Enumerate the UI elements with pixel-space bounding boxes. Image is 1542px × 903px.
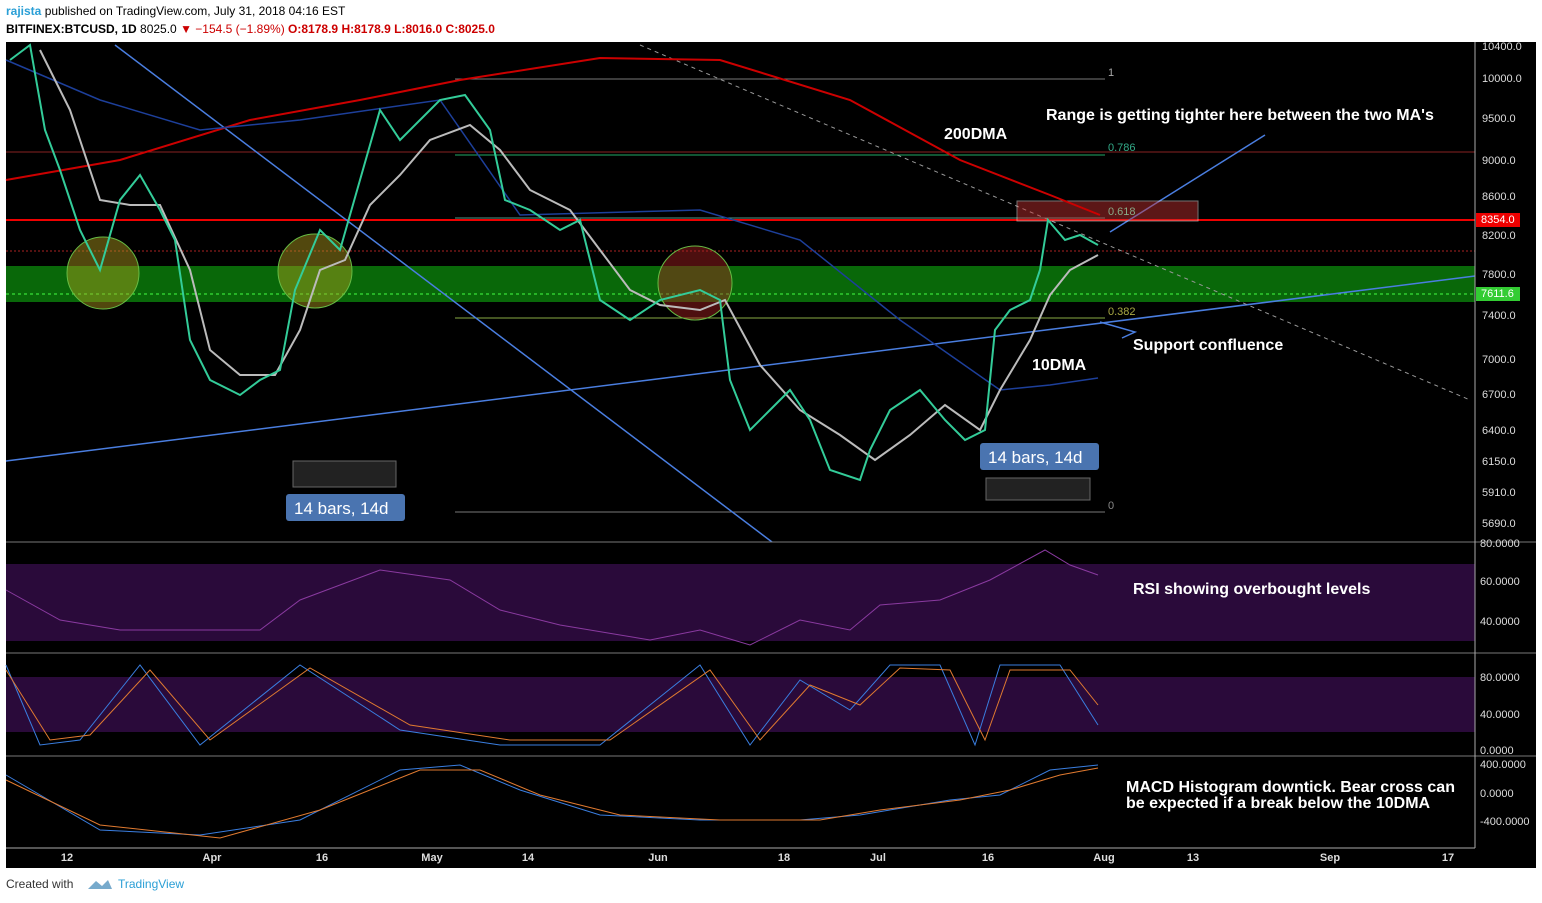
stoch-d <box>5 667 1099 742</box>
price-label: 6400.0 <box>1482 425 1516 437</box>
signal-line <box>5 767 1099 839</box>
fib-label: 0 <box>1108 500 1114 512</box>
rsi-label: 60.0000 <box>1480 576 1520 588</box>
time-label: 12 <box>61 852 73 864</box>
time-label: Aug <box>1093 852 1114 864</box>
price-label: 9000.0 <box>1482 155 1516 167</box>
ma50 <box>5 59 1099 391</box>
range-box <box>1016 200 1199 222</box>
price-label: 7800.0 <box>1482 269 1516 281</box>
macd-label: -400.0000 <box>1480 816 1530 828</box>
time-label: Jul <box>870 852 886 864</box>
price-label: 7000.0 <box>1482 354 1516 366</box>
fib-label: 0.786 <box>1108 142 1136 154</box>
arrow <box>1099 321 1138 339</box>
footer-brand[interactable]: TradingView <box>118 877 184 891</box>
price-label: 10000.0 <box>1482 73 1522 85</box>
symbol: BITFINEX:BTCUSD, 1D <box>6 22 137 36</box>
ma200 <box>5 56 1101 216</box>
price-label: 6700.0 <box>1482 389 1516 401</box>
annotation: 10DMA <box>1032 357 1087 374</box>
badge-bg <box>1476 213 1520 227</box>
ma10 <box>39 49 1099 462</box>
open: O:8178.9 <box>288 22 339 36</box>
stoch-label: 80.0000 <box>1480 672 1520 684</box>
stoch-label: 40.0000 <box>1480 709 1520 721</box>
rsi-label: 40.0000 <box>1480 616 1520 628</box>
annotation: MACD Histogram downtick. Bear cross can … <box>1126 779 1455 812</box>
badge-bg <box>1476 287 1520 301</box>
price-path <box>9 43 1099 482</box>
footer-created: Created with <box>6 877 73 891</box>
trendline <box>5 275 1476 462</box>
price-label: 7400.0 <box>1482 310 1516 322</box>
stoch-k <box>5 664 1099 747</box>
annotation: Range is getting tighter here between th… <box>1046 107 1434 124</box>
trendline <box>639 44 1471 401</box>
rsi-label: 80.0000 <box>1480 538 1520 550</box>
published: published on TradingView.com, July 31, 2… <box>44 4 346 18</box>
time-label: Apr <box>203 852 223 864</box>
macd-label: 400.0000 <box>1480 759 1526 771</box>
header-line2: BITFINEX:BTCUSD, 1D 8025.0 ▼ −154.5 (−1.… <box>6 22 495 36</box>
time-label: May <box>421 852 443 864</box>
price-label: 6150.0 <box>1482 456 1516 468</box>
label-box <box>286 494 405 521</box>
time-label: 13 <box>1187 852 1199 864</box>
time-label: 16 <box>316 852 328 864</box>
chart-bg <box>6 42 1536 868</box>
price-badge: 7611.6 <box>1481 288 1514 300</box>
price-label: 5690.0 <box>1482 518 1516 530</box>
price-label: 5910.0 <box>1482 487 1516 499</box>
arrow <box>1109 134 1266 233</box>
support-zone <box>6 266 1475 302</box>
macd-label: 0.0000 <box>1480 788 1514 800</box>
bars-label: 14 bars, 14d <box>988 448 1083 467</box>
price-label: 8600.0 <box>1482 191 1516 203</box>
fib-label: 1 <box>1108 67 1114 79</box>
author: rajista <box>6 4 42 18</box>
stoch-label: 0.0000 <box>1480 745 1514 757</box>
brand-icon <box>88 880 112 889</box>
time-label: Jun <box>648 852 668 864</box>
time-label: 14 <box>522 852 535 864</box>
time-label: 17 <box>1442 852 1454 864</box>
price-label: 8200.0 <box>1482 230 1516 242</box>
price-label: 9500.0 <box>1482 113 1516 125</box>
macd-line <box>5 764 1099 836</box>
time-label: 18 <box>778 852 790 864</box>
change-arrow: ▼ <box>180 22 192 36</box>
rsi-line <box>5 549 1099 646</box>
range-measure <box>985 477 1091 501</box>
annotation: 200DMA <box>944 126 1008 143</box>
bars-label: 14 bars, 14d <box>294 499 389 518</box>
range-measure <box>292 460 397 488</box>
high: H:8178.9 <box>341 22 391 36</box>
annotation: RSI showing overbought levels <box>1133 581 1371 598</box>
time-label: Sep <box>1320 852 1340 864</box>
footer-bg <box>0 868 1542 903</box>
close: C:8025.0 <box>445 22 495 36</box>
fib-lines <box>455 78 1105 513</box>
price: 8025.0 <box>140 22 177 36</box>
fib-label: 0.382 <box>1108 306 1136 318</box>
header-line1: rajista published on TradingView.com, Ju… <box>6 4 345 18</box>
circles <box>66 233 733 321</box>
change: −154.5 (−1.89%) <box>195 22 285 36</box>
price-badge: 8354.0 <box>1481 214 1515 226</box>
price-label: 10400.0 <box>1482 41 1522 53</box>
fib-label: 0.618 <box>1108 206 1136 218</box>
label-box <box>980 443 1099 470</box>
rsi-band <box>6 564 1475 641</box>
low: L:8016.0 <box>394 22 443 36</box>
annotation: Support confluence <box>1133 337 1284 354</box>
time-label: 16 <box>982 852 994 864</box>
